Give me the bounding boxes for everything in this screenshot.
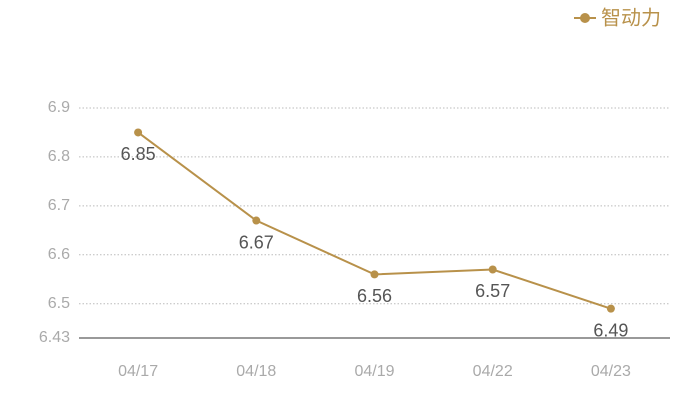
x-tick-label: 04/22 bbox=[473, 363, 513, 380]
y-tick-label: 6.6 bbox=[48, 246, 70, 263]
point bbox=[488, 265, 497, 274]
line bbox=[137, 131, 612, 310]
y-tick-label: 6.9 bbox=[48, 99, 70, 116]
point bbox=[134, 128, 143, 137]
x-tick-label: 04/18 bbox=[236, 363, 276, 380]
legend-marker bbox=[580, 13, 590, 23]
y-tick-label: 6.5 bbox=[48, 295, 70, 312]
x-tick-label: 04/23 bbox=[591, 363, 631, 380]
point bbox=[252, 216, 261, 225]
value-label: 6.49 bbox=[593, 320, 628, 340]
point bbox=[606, 304, 615, 313]
x-tick-label: 04/17 bbox=[118, 363, 158, 380]
value-label: 6.56 bbox=[357, 286, 392, 306]
value-label: 6.57 bbox=[475, 281, 510, 301]
legend-label: 智动力 bbox=[601, 6, 661, 29]
y-tick-label: 6.8 bbox=[48, 148, 70, 165]
x-tick-label: 04/19 bbox=[354, 363, 394, 380]
value-label: 6.85 bbox=[121, 144, 156, 164]
value-label: 6.67 bbox=[239, 232, 274, 252]
y-tick-label: 6.7 bbox=[48, 197, 70, 214]
y-tick-label: 6.43 bbox=[39, 329, 70, 346]
point bbox=[370, 270, 379, 279]
